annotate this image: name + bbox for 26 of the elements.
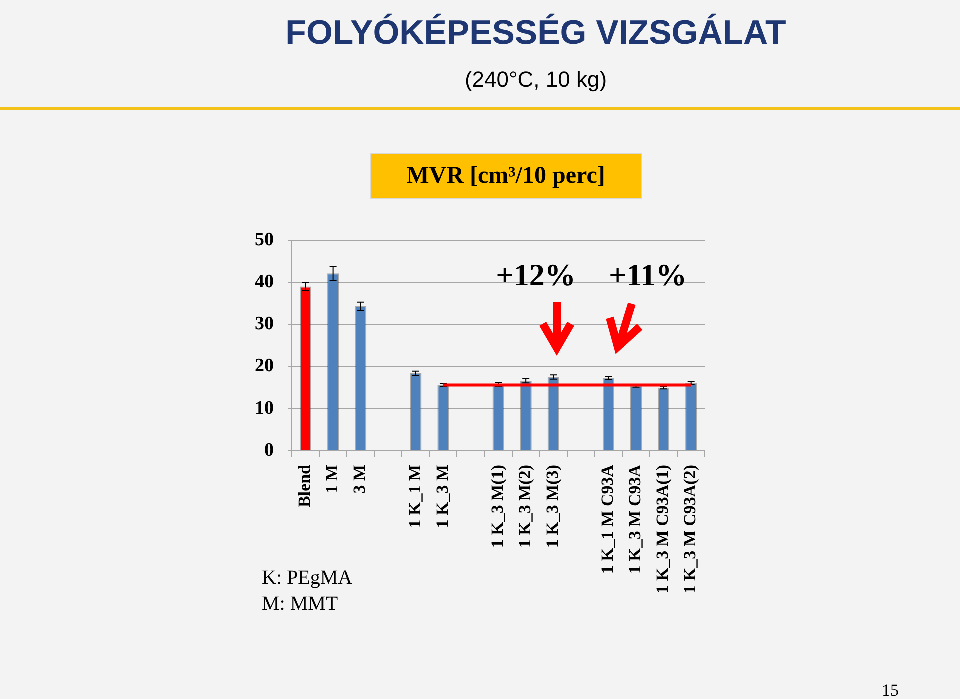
y-tick-label: 0 xyxy=(264,440,274,461)
x-tick-label: 1 M xyxy=(322,465,342,494)
x-tick-label: 1 K_3 M(2) xyxy=(515,465,534,548)
y-tick-label: 40 xyxy=(255,271,274,292)
x-tick-label: Blend xyxy=(295,464,314,508)
chart-title: FOLYÓKÉPESSÉG VIZSGÁLAT xyxy=(284,13,788,53)
x-tick-label: 1 K_1 M xyxy=(405,465,424,528)
y-tick-label: 30 xyxy=(255,314,274,335)
x-tick-label: 1 K_3 M(1) xyxy=(488,465,507,548)
chart-subtitle: (240°C, 10 kg) xyxy=(464,66,608,94)
annotation: +12% xyxy=(496,258,576,292)
annotation: +11% xyxy=(609,258,687,292)
y-tick-label: 20 xyxy=(255,356,274,377)
text: M: MMT xyxy=(262,592,338,616)
x-tick-label: 1 K_3 M C93A xyxy=(626,464,645,574)
x-tick-label: 1 K_3 M(3) xyxy=(543,465,562,548)
y-tick-label: 50 xyxy=(255,229,274,250)
y-tick-label: 10 xyxy=(255,398,274,419)
x-tick-label: 1 K_1 M C93A xyxy=(598,464,618,574)
x-tick-label: 1 K_3 M C93A(1) xyxy=(653,465,672,594)
x-tick-label: 1 K_3 M C93A(2) xyxy=(680,465,700,594)
x-tick-label: 3 M xyxy=(350,465,370,494)
x-tick-label: 1 K_3 M xyxy=(432,465,452,528)
text: K: PEgMA xyxy=(262,566,353,590)
y-axis-title: MVR [cm³/10 perc] xyxy=(370,153,642,199)
text: 15 xyxy=(882,680,899,699)
